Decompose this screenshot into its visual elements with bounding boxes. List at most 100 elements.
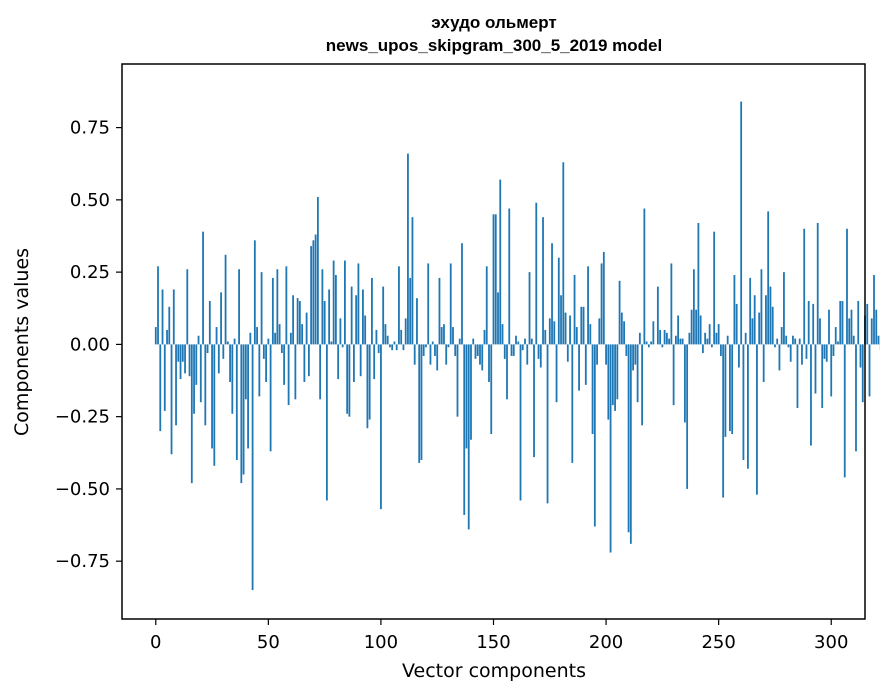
bar [600, 263, 603, 345]
bar [785, 335, 788, 345]
bar [355, 295, 358, 345]
bar [233, 338, 236, 345]
bar [670, 263, 673, 345]
bar [753, 295, 756, 345]
bar [452, 327, 454, 345]
chart-title-line1: эхудо ольмерт [431, 13, 556, 32]
bar [672, 344, 675, 406]
bar [805, 344, 808, 359]
bar [166, 329, 168, 345]
bar [229, 344, 231, 382]
bar [312, 240, 315, 345]
bar [744, 332, 747, 345]
bar [701, 344, 704, 354]
bar [850, 309, 853, 345]
bar [449, 263, 452, 345]
bar [211, 344, 213, 449]
bar [607, 344, 610, 420]
bar [776, 338, 779, 345]
bar [629, 344, 632, 544]
bar [605, 344, 607, 365]
bar [832, 344, 835, 356]
bar [350, 286, 353, 345]
bar [756, 344, 758, 495]
bar [692, 269, 695, 345]
bar [643, 208, 646, 345]
bar [769, 286, 772, 345]
bar [310, 246, 313, 345]
bar [431, 341, 434, 345]
bar [380, 344, 382, 510]
bar [823, 344, 826, 359]
bar [533, 344, 535, 458]
bar [526, 344, 529, 365]
y-tick-label: 0.50 [70, 190, 110, 211]
bar [747, 344, 749, 469]
bar [438, 277, 441, 345]
bar [240, 344, 243, 484]
bar [314, 234, 317, 345]
bar [798, 338, 801, 345]
bar [535, 202, 538, 345]
bar [711, 344, 713, 348]
bar [767, 211, 770, 345]
bar [616, 344, 619, 400]
bar [566, 344, 569, 362]
bar [803, 228, 806, 345]
bar [184, 344, 186, 374]
bar [371, 277, 373, 345]
bar [353, 344, 355, 382]
bar [738, 344, 740, 368]
bar [519, 344, 522, 501]
bar [238, 269, 240, 345]
bar [508, 208, 511, 345]
bar [679, 338, 682, 345]
bar [222, 344, 225, 359]
bar [562, 162, 565, 345]
bar [789, 344, 792, 362]
bar [375, 329, 378, 345]
bar [429, 344, 432, 365]
bar [758, 312, 761, 345]
bar [713, 231, 716, 345]
bar [503, 344, 506, 359]
bar [589, 324, 592, 345]
bar [420, 344, 423, 461]
y-tick-label: −0.75 [55, 551, 110, 572]
bar [262, 344, 265, 359]
bar [206, 344, 209, 354]
bar [244, 344, 247, 400]
bar [231, 344, 234, 414]
bar [479, 344, 481, 365]
bar [870, 318, 873, 345]
bar [319, 344, 322, 400]
bar [253, 240, 256, 345]
bar [571, 344, 574, 463]
x-tick-label: 100 [364, 632, 398, 653]
bar [483, 329, 486, 345]
bar [188, 344, 191, 377]
bar [555, 344, 558, 403]
bar [276, 269, 279, 345]
bar [168, 306, 171, 345]
bar [305, 312, 308, 345]
bar [474, 344, 477, 359]
bar [202, 231, 204, 345]
bar [598, 318, 601, 345]
bar [704, 332, 707, 345]
bar [393, 341, 396, 345]
bar [296, 298, 299, 345]
bar [699, 315, 702, 345]
bar [681, 338, 684, 345]
bar [742, 344, 745, 461]
y-tick-label: 0.00 [70, 334, 110, 355]
bar [794, 338, 797, 345]
bar [159, 344, 162, 432]
bar [269, 344, 272, 452]
bar [771, 306, 774, 345]
bar [357, 263, 360, 345]
bar [740, 101, 743, 345]
bar [515, 335, 517, 345]
bar [726, 335, 729, 345]
bar [668, 338, 671, 345]
